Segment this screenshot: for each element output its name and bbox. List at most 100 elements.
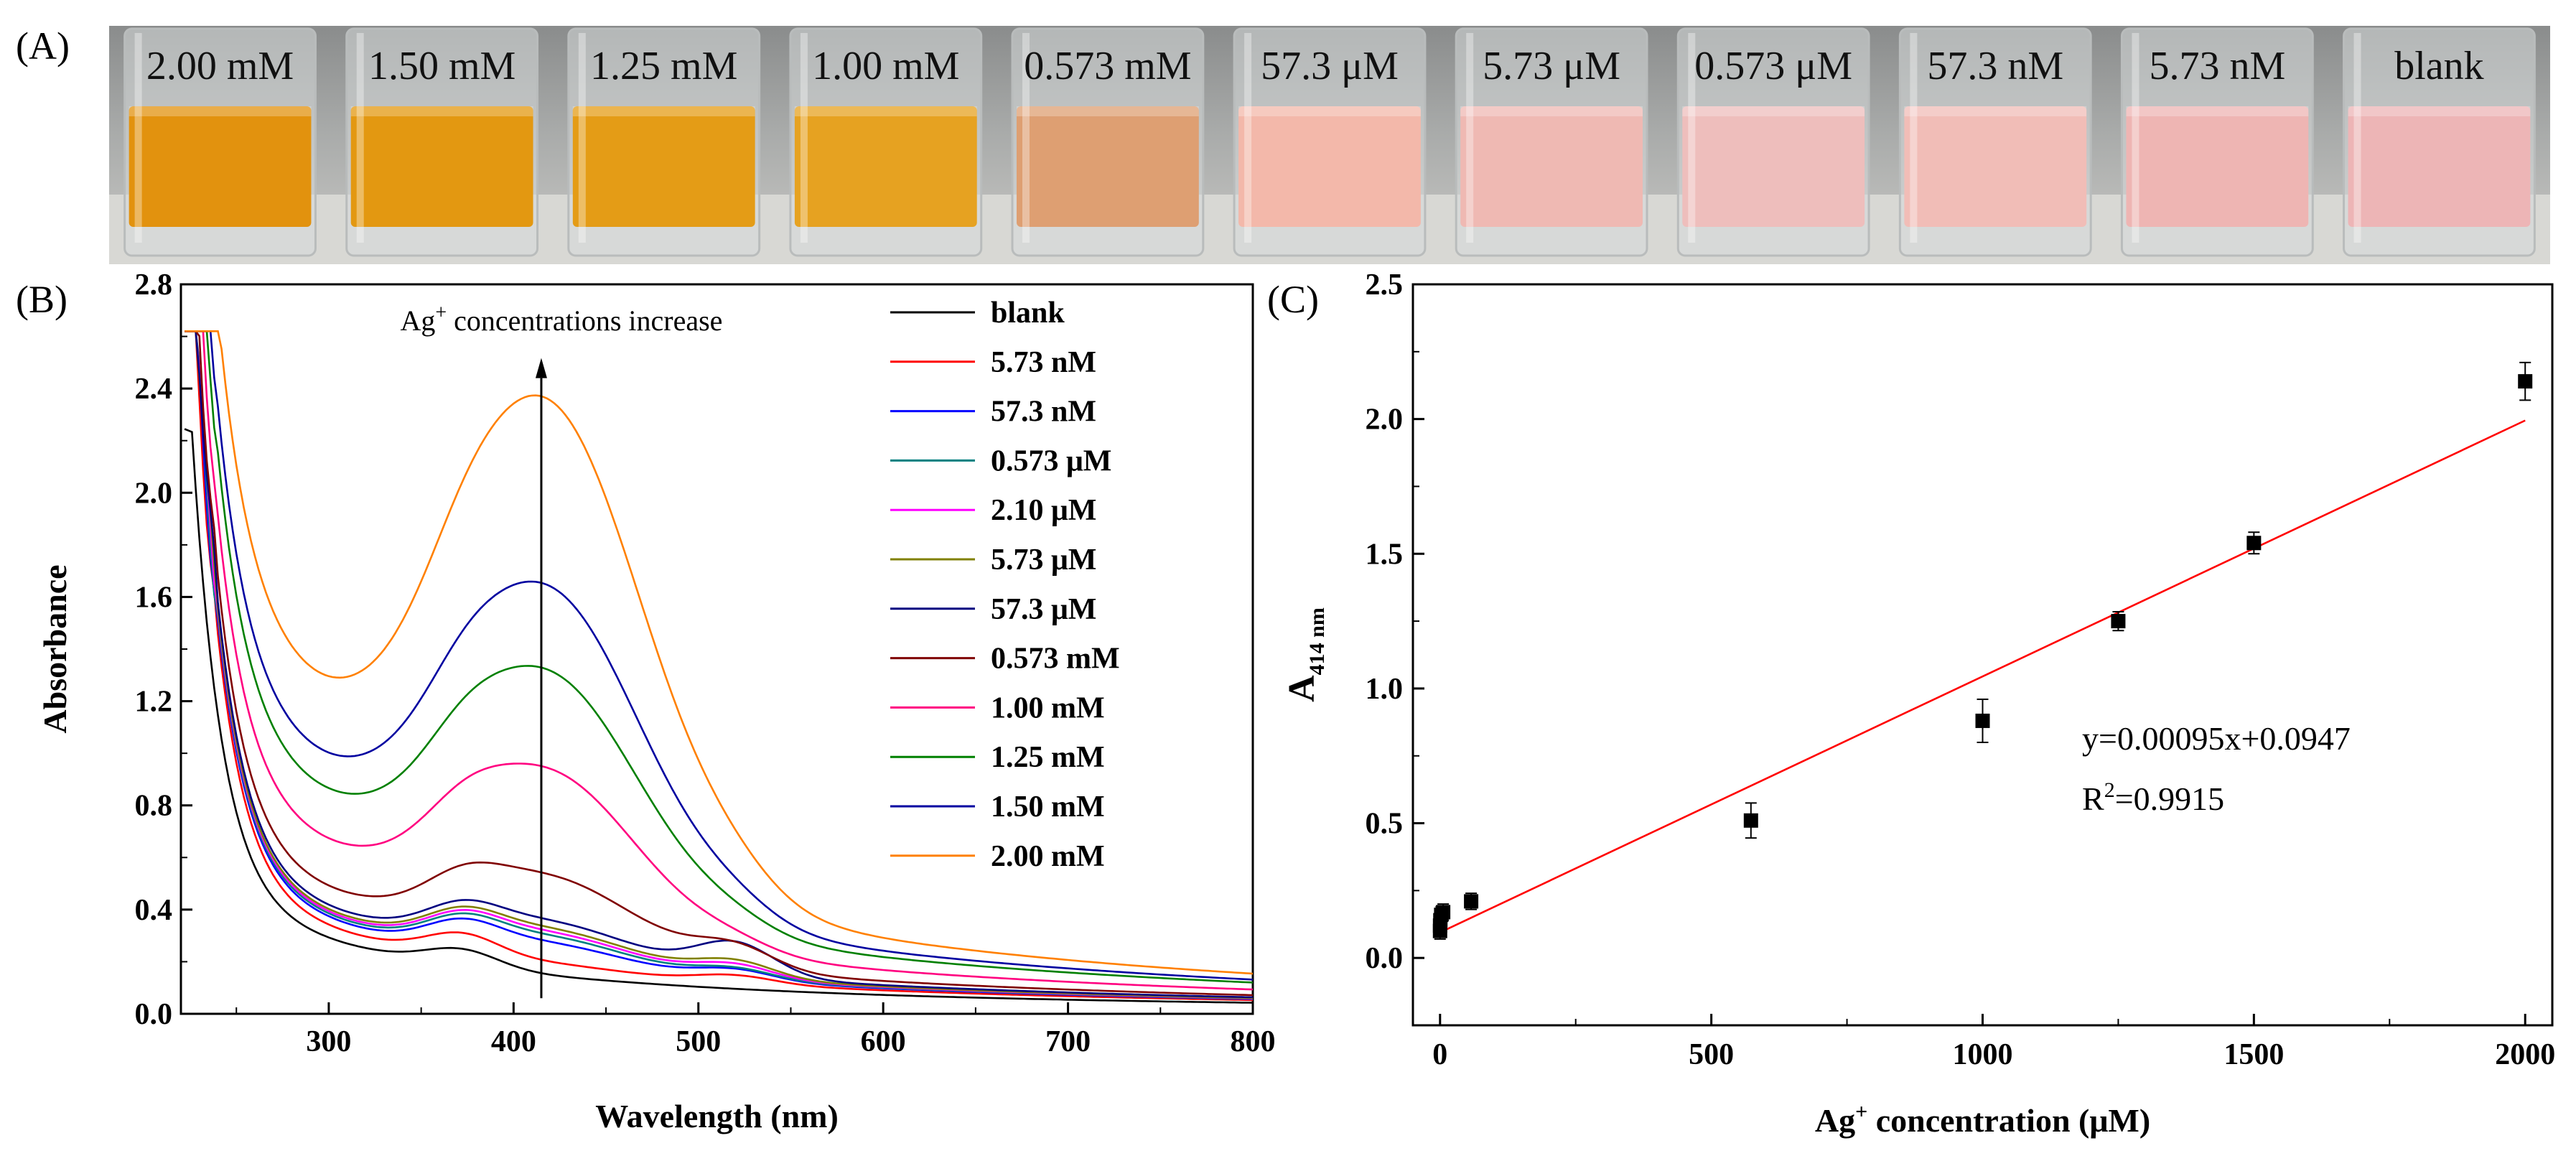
legend-label: 1.00 mM <box>991 691 1105 724</box>
vial-liquid <box>1460 106 1643 227</box>
panel-c-label: (C) <box>1267 278 1319 321</box>
glass-highlight <box>1022 33 1030 243</box>
liquid-meniscus <box>129 106 312 116</box>
vial-liquid <box>2348 106 2531 227</box>
y-tick-label: 0.4 <box>135 894 173 927</box>
series-lines <box>184 330 1253 1004</box>
vial: 1.00 mM <box>789 27 983 257</box>
legend-item: 5.73 nM <box>890 346 1096 379</box>
y-tick-label: 1.0 <box>1366 673 1404 706</box>
y-tick-label: 1.2 <box>135 686 173 719</box>
glass-highlight <box>1466 33 1474 243</box>
fit-line <box>1439 419 2526 933</box>
liquid-meniscus <box>1682 106 1865 116</box>
data-point <box>2246 531 2262 555</box>
vial-label: 0.573 mM <box>1024 44 1191 88</box>
legend-label: 57.3 nM <box>991 396 1096 429</box>
point-marker <box>2246 536 2262 551</box>
vial-label: 1.25 mM <box>590 44 737 88</box>
vial: 0.573 mM <box>1011 27 1205 257</box>
legend-item: 57.3 nM <box>890 396 1096 429</box>
legend-label: 5.73 μM <box>991 544 1096 577</box>
vial: 57.3 nM <box>1898 27 2092 257</box>
vial-label: 2.00 mM <box>146 44 294 88</box>
glass-highlight <box>578 33 586 243</box>
vial-liquid <box>1904 106 2087 227</box>
r-squared: R2=0.9915 <box>2082 778 2224 817</box>
point-marker <box>1975 713 1990 728</box>
data-point <box>1436 903 1451 921</box>
x-tick-label: 500 <box>1689 1038 1734 1071</box>
legend-label: 2.10 μM <box>991 494 1096 527</box>
x-tick-label: 700 <box>1045 1025 1091 1058</box>
panel-b-label: (B) <box>16 278 67 321</box>
x-tick-label: 0 <box>1432 1038 1447 1071</box>
y-axis-title: A414 nm <box>1282 607 1329 702</box>
legend-label: 1.50 mM <box>991 791 1105 824</box>
series-line <box>185 330 1253 975</box>
legend-item: 1.25 mM <box>890 741 1105 774</box>
glass-highlight <box>356 33 364 243</box>
plot-frame <box>1411 283 2554 1027</box>
legend-item: 2.00 mM <box>890 840 1105 873</box>
panel-a-label: (A) <box>16 24 70 67</box>
legend-item: 1.00 mM <box>890 691 1105 724</box>
x-tick-label: 400 <box>491 1025 536 1058</box>
annotation-text: Ag+ concentrations increase <box>400 302 722 337</box>
x-tick-label: 800 <box>1231 1025 1276 1058</box>
x-tick-label: 1500 <box>2223 1038 2284 1071</box>
point-marker <box>1436 905 1451 920</box>
vial-label: 1.00 mM <box>812 44 959 88</box>
legend-label: 5.73 nM <box>991 346 1096 379</box>
legend-item: 57.3 μM <box>890 593 1096 626</box>
liquid-meniscus <box>2126 106 2309 116</box>
vial-liquid <box>129 106 312 227</box>
glass-highlight <box>800 33 808 243</box>
vial-label: 57.3 nM <box>1927 44 2063 88</box>
glass-highlight <box>2353 33 2361 243</box>
legend-label: 1.25 mM <box>991 741 1105 774</box>
legend-item: 0.573 mM <box>890 643 1120 676</box>
glass-highlight <box>1910 33 1918 243</box>
x-tick-label: 2000 <box>2495 1038 2555 1071</box>
liquid-meniscus <box>572 106 755 116</box>
vial-liquid <box>1238 106 1421 227</box>
legend-label: 0.573 mM <box>991 643 1120 676</box>
vial-photo: 2.00 mM 1.50 mM 1.25 mM 1.00 mM 0.573 mM 57.3… <box>109 26 2550 264</box>
vial: 0.573 μM <box>1676 27 1870 257</box>
point-marker <box>1743 813 1758 828</box>
point-marker <box>2111 614 2126 629</box>
vial: 57.3 μM <box>1233 27 1427 257</box>
vial-label: 57.3 μM <box>1261 44 1399 88</box>
series-line <box>185 330 1253 991</box>
series-line <box>185 330 1253 997</box>
increase-arrow <box>535 358 547 999</box>
y-tick-label: 0.0 <box>1366 942 1404 975</box>
liquid-meniscus <box>1460 106 1643 116</box>
vial: 2.00 mM <box>123 27 317 257</box>
vial: blank <box>2343 27 2536 257</box>
vial-liquid <box>350 106 533 227</box>
series-line <box>185 330 1253 999</box>
liquid-meniscus <box>794 106 977 116</box>
legend-label: 2.00 mM <box>991 840 1105 873</box>
vial-liquid <box>1682 106 1865 227</box>
data-point <box>1464 892 1479 910</box>
data-point <box>2111 610 2126 632</box>
x-tick-label: 300 <box>306 1025 351 1058</box>
legend-label: 0.573 μM <box>991 444 1111 477</box>
y-axis-title: Absorbance <box>37 564 73 733</box>
absorbance-spectra-chart: 0.0 0.4 0.8 1.2 1.6 2.0 2.4 2.8 300 400 500 600 700 8… <box>37 269 1276 1134</box>
vial-liquid <box>794 106 977 227</box>
fit-equation: y=0.00095x+0.0947 <box>2082 720 2351 757</box>
y-tick-label: 2.0 <box>1366 404 1404 437</box>
liquid-meniscus <box>1238 106 1421 116</box>
vial-label: 0.573 μM <box>1694 44 1852 88</box>
x-tick-label: 500 <box>676 1025 721 1058</box>
vial: 5.73 μM <box>1455 27 1648 257</box>
liquid-meniscus <box>350 106 533 116</box>
calibration-chart: 0.0 0.5 1.0 1.5 2.0 2.5 0 500 1000 1500 2000 Ag+ co… <box>1282 269 2555 1139</box>
vial-liquid <box>2126 106 2309 227</box>
vial-label: 5.73 μM <box>1483 44 1620 88</box>
